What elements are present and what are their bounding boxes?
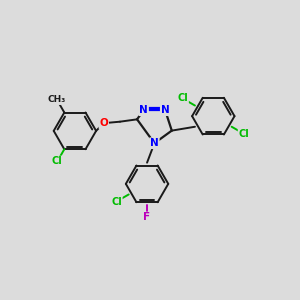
- Text: N: N: [150, 138, 159, 148]
- Text: F: F: [143, 212, 151, 222]
- Text: Cl: Cl: [52, 157, 63, 166]
- Text: O: O: [99, 118, 108, 128]
- Text: N: N: [161, 105, 170, 115]
- Text: N: N: [139, 105, 148, 115]
- Text: Cl: Cl: [238, 129, 249, 139]
- Text: Cl: Cl: [177, 94, 188, 103]
- Text: CH₃: CH₃: [48, 95, 66, 104]
- Text: Cl: Cl: [111, 196, 122, 206]
